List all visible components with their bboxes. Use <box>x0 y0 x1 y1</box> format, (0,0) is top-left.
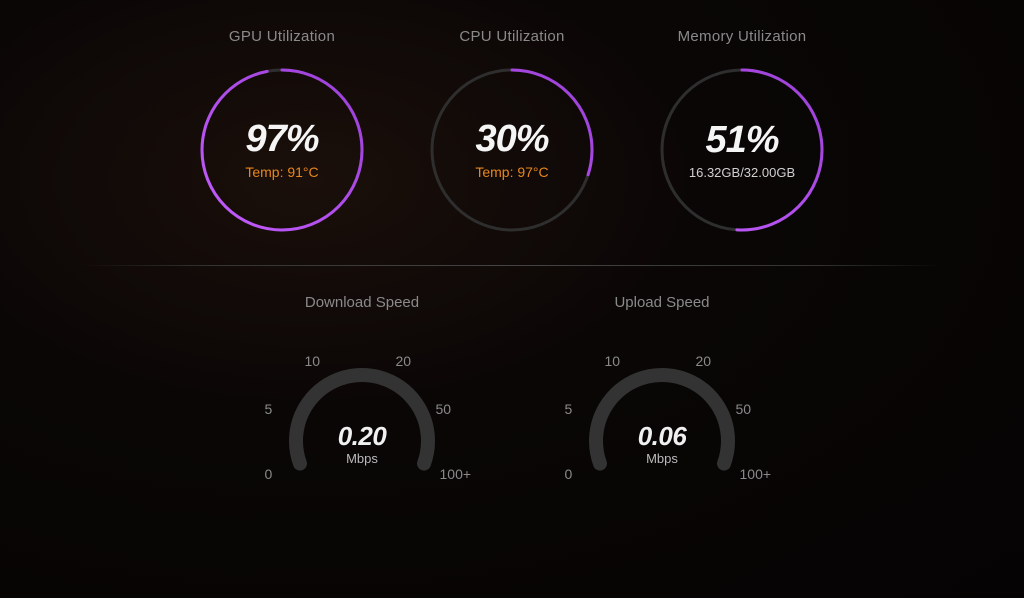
speed-gauge: Download Speed 0.20 Mbps 0 5 10 20 50 100+ <box>242 294 482 509</box>
gauge-title: Upload Speed <box>614 294 709 311</box>
speed-arc: 0.20 Mbps 0 5 10 20 50 100+ <box>242 319 482 509</box>
gauge-ring: 51% 16.32GB/32.00GB <box>657 65 827 235</box>
utilization-gauge: CPU Utilization 30% Temp: 97°C <box>427 28 597 235</box>
speed-tick-label: 50 <box>436 401 452 417</box>
speed-tick-label: 10 <box>605 353 621 369</box>
speed-tick-label: 20 <box>696 353 712 369</box>
gauge-title: CPU Utilization <box>459 28 564 45</box>
speed-unit: Mbps <box>646 451 678 466</box>
gauge-ring: 97% Temp: 91°C <box>197 65 367 235</box>
gauge-subtitle: Temp: 91°C <box>245 164 318 180</box>
speed-tick-label: 20 <box>396 353 412 369</box>
speed-value: 0.06 <box>638 423 687 449</box>
gauge-value: 97% <box>245 120 318 158</box>
speed-value: 0.20 <box>338 423 387 449</box>
gauge-subtitle: 16.32GB/32.00GB <box>689 165 795 180</box>
gauge-title: GPU Utilization <box>229 28 335 45</box>
gauge-subtitle: Temp: 97°C <box>475 164 548 180</box>
gauge-value: 30% <box>475 120 548 158</box>
speed-gauge: Upload Speed 0.06 Mbps 0 5 10 20 50 100+ <box>542 294 782 509</box>
speed-tick-label: 0 <box>264 466 272 482</box>
speed-unit: Mbps <box>346 451 378 466</box>
speed-tick-label: 50 <box>736 401 752 417</box>
speed-tick-label: 100+ <box>740 466 772 482</box>
speed-arc: 0.06 Mbps 0 5 10 20 50 100+ <box>542 319 782 509</box>
utilization-gauge: Memory Utilization 51% 16.32GB/32.00GB <box>657 28 827 235</box>
speed-tick-label: 10 <box>305 353 321 369</box>
speed-tick-label: 5 <box>564 401 572 417</box>
utilization-gauge: GPU Utilization 97% Temp: 91°C <box>197 28 367 235</box>
gauge-value: 51% <box>705 121 778 159</box>
gauge-ring: 30% Temp: 97°C <box>427 65 597 235</box>
section-divider <box>80 265 944 266</box>
gauge-title: Memory Utilization <box>678 28 807 45</box>
speed-tick-label: 100+ <box>440 466 472 482</box>
gauge-title: Download Speed <box>305 294 419 311</box>
speed-tick-label: 0 <box>564 466 572 482</box>
speed-tick-label: 5 <box>264 401 272 417</box>
